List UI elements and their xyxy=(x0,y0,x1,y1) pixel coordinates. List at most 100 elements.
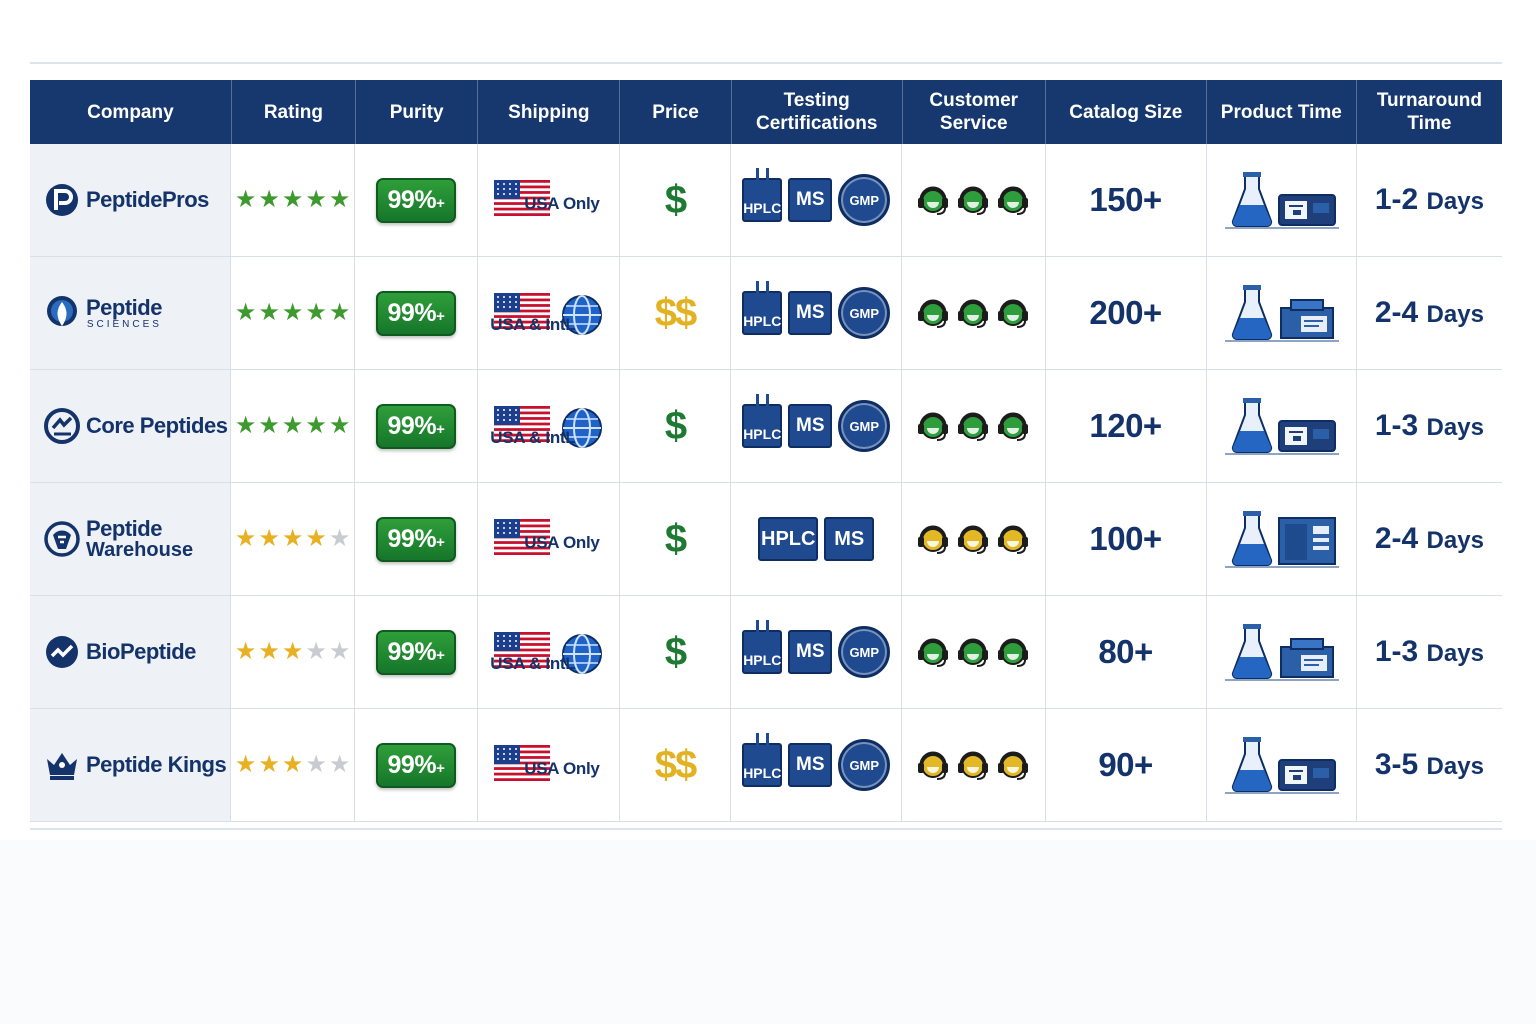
rating-star: ★ xyxy=(234,299,257,326)
price-cell: $ xyxy=(619,144,732,256)
testing-cell: HPLC MS xyxy=(731,483,903,595)
company-subtitle: Warehouse xyxy=(86,539,194,561)
shipping-cell: USA & IntL xyxy=(477,596,620,708)
column-header-company[interactable]: Company xyxy=(30,80,232,144)
shipping-badge: USA Only xyxy=(490,513,606,565)
us-flag-icon xyxy=(494,180,551,216)
rating-cell: ★ ★ ★ ★ ★ xyxy=(230,596,356,708)
table-row[interactable]: Peptide Warehouse ★ ★ ★ ★ ★ 99%+ USA Only $ HPLC MS… xyxy=(30,483,1502,596)
shipping-cell: USA Only xyxy=(477,483,620,595)
purity-cell: 99%+ xyxy=(355,709,478,821)
headset-icon xyxy=(998,751,1029,780)
turnaround-range: 2-4 xyxy=(1374,522,1419,555)
rating-star: ★ xyxy=(328,525,351,552)
company-cell[interactable]: Core Peptides xyxy=(30,370,231,482)
column-header-shipping[interactable]: Shipping xyxy=(478,80,621,144)
rating-star: ★ xyxy=(281,525,304,552)
purity-badge: 99%+ xyxy=(375,403,457,449)
purity-badge: 99%+ xyxy=(375,516,457,562)
purity-cell: 99%+ xyxy=(355,596,478,708)
turnaround-cell: 1-3 Days xyxy=(1356,370,1502,482)
service-rating xyxy=(916,747,1030,783)
price-indicator: $ xyxy=(664,516,687,561)
customer-service-cell xyxy=(902,596,1046,708)
hplc-badge: HPLC xyxy=(742,620,783,674)
price-indicator: $$ xyxy=(654,742,697,787)
headset-icon xyxy=(918,638,949,667)
catalog-size-cell: 150+ xyxy=(1045,144,1207,256)
price-cell: $ xyxy=(619,483,732,595)
rating-cell: ★ ★ ★ ★ ★ xyxy=(230,709,356,821)
company-cell[interactable]: BioPeptide xyxy=(30,596,231,708)
star-rating: ★ ★ ★ ★ ★ xyxy=(235,188,351,212)
rating-star: ★ xyxy=(328,186,351,213)
column-header-catalog-size[interactable]: Catalog Size xyxy=(1046,80,1207,144)
price-indicator: $$ xyxy=(654,290,697,335)
table-row[interactable]: Peptide Kings ★ ★ ★ ★ ★ 99%+ USA Only $$ HPLC MS GM… xyxy=(30,709,1502,822)
purity-suffix: + xyxy=(436,194,445,212)
comparison-table: Company Rating Purity Shipping Price Tes… xyxy=(30,80,1502,822)
turnaround-range: 2-4 xyxy=(1374,296,1419,329)
turnaround-time: 1-3 Days xyxy=(1375,409,1484,443)
gmp-badge: GMP xyxy=(838,287,891,339)
column-header-turnaround[interactable]: Turnaround Time xyxy=(1376,90,1483,134)
company-cell[interactable]: PeptidePros xyxy=(30,144,231,256)
service-rating xyxy=(916,295,1030,331)
column-header-customer-service[interactable]: Customer Service xyxy=(903,80,1046,144)
catalog-size-cell: 80+ xyxy=(1045,596,1207,708)
certification-badges: HPLC MS GMP xyxy=(742,168,891,226)
ms-badge: MS xyxy=(788,743,833,787)
shipping-badge: USA Only xyxy=(490,739,606,791)
column-header-product-time[interactable]: Product Time xyxy=(1207,80,1357,144)
headset-icon xyxy=(918,186,949,215)
lab-equipment-icon xyxy=(1225,737,1340,794)
rating-star: ★ xyxy=(305,412,327,439)
rating-cell: ★ ★ ★ ★ ★ xyxy=(230,257,356,369)
price-indicator: $ xyxy=(664,403,687,448)
customer-service-cell xyxy=(902,144,1046,256)
ms-badge: MS xyxy=(788,404,833,448)
shipping-label: USA Only xyxy=(524,533,600,552)
column-header-price[interactable]: Price xyxy=(620,80,732,144)
table-row[interactable]: Core Peptides ★ ★ ★ ★ ★ 99%+ USA & IntL $ HPLC MS G… xyxy=(30,370,1502,483)
product-time-cell xyxy=(1206,596,1357,708)
table-row[interactable]: Peptide SCIENCES ★ ★ ★ ★ ★ 99%+ USA & IntL $$ HPLC… xyxy=(30,257,1502,370)
us-flag-icon xyxy=(494,293,551,329)
headset-icon xyxy=(918,412,949,441)
lab-equipment-icon xyxy=(1225,511,1340,568)
ms-badge: MS xyxy=(788,178,833,222)
company-cell[interactable]: Peptide Kings xyxy=(30,709,231,821)
table-row[interactable]: BioPeptide ★ ★ ★ ★ ★ 99%+ USA & IntL $ HPLC MS GMP 8… xyxy=(30,596,1502,709)
purity-badge: 99%+ xyxy=(375,177,457,223)
catalog-size: 150+ xyxy=(1089,181,1162,218)
star-rating: ★ ★ ★ ★ ★ xyxy=(235,640,351,664)
catalog-size-cell: 200+ xyxy=(1045,257,1207,369)
gmp-badge: GMP xyxy=(838,174,891,226)
company-name: Core Peptides xyxy=(86,413,228,438)
purity-suffix: + xyxy=(436,307,445,325)
catalog-size-cell: 100+ xyxy=(1045,483,1207,595)
column-header-purity[interactable]: Purity xyxy=(356,80,479,144)
catalog-size: 80+ xyxy=(1098,633,1153,670)
ms-badge: MS xyxy=(788,630,833,674)
column-header-rating[interactable]: Rating xyxy=(232,80,356,144)
rating-star: ★ xyxy=(258,751,280,778)
rating-star: ★ xyxy=(234,412,257,439)
table-row[interactable]: PeptidePros ★ ★ ★ ★ ★ 99%+ USA Only $ HPLC MS GMP 15… xyxy=(30,144,1502,257)
customer-service-cell xyxy=(902,709,1046,821)
turnaround-range: 1-3 xyxy=(1374,409,1419,442)
hplc-badge: HPLC xyxy=(742,281,783,335)
turnaround-unit: Days xyxy=(1426,527,1484,554)
rating-star: ★ xyxy=(234,751,257,778)
lab-equipment-icon xyxy=(1225,398,1340,455)
company-logo-icon xyxy=(44,408,80,444)
company-cell[interactable]: Peptide Warehouse xyxy=(30,483,231,595)
headset-icon xyxy=(998,638,1029,667)
turnaround-time: 2-4 Days xyxy=(1375,296,1484,330)
purity-value: 99% xyxy=(387,298,437,327)
price-indicator: $ xyxy=(664,629,687,674)
rating-star: ★ xyxy=(258,186,280,213)
column-header-testing[interactable]: Testing Certifications xyxy=(732,80,903,144)
company-cell[interactable]: Peptide SCIENCES xyxy=(30,257,231,369)
shipping-badge: USA & IntL xyxy=(490,287,606,339)
